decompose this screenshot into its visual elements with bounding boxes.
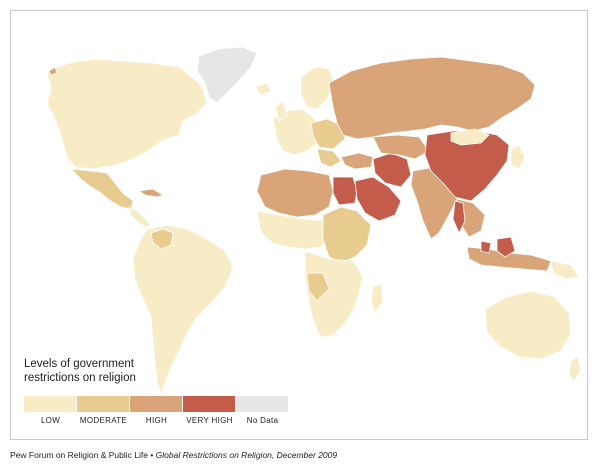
region-uk[interactable] — [274, 100, 288, 122]
region-borneo[interactable] — [496, 236, 516, 258]
region-iceland[interactable] — [254, 82, 272, 96]
source-credit: Pew Forum on Religion & Public Life • Gl… — [10, 450, 337, 460]
region-turkey[interactable] — [340, 152, 374, 170]
region-australia[interactable] — [484, 290, 572, 360]
region-new-zealand[interactable] — [568, 356, 582, 382]
legend-label-moderate: MODERATE — [79, 416, 128, 425]
region-angola[interactable] — [306, 272, 330, 302]
region-southern-africa[interactable] — [304, 250, 364, 338]
region-central-america[interactable] — [128, 206, 152, 228]
legend-label-very-high: VERY HIGH — [186, 416, 233, 425]
legend-label-low: LOW — [40, 416, 61, 425]
region-central-europe[interactable] — [310, 118, 346, 150]
legend-color-bar — [24, 396, 289, 412]
region-malaysia[interactable] — [480, 240, 492, 254]
source-report: Global Restrictions on Religion, Decembe… — [155, 450, 338, 460]
source-publisher: Pew Forum on Religion & Public Life • — [10, 450, 154, 460]
legend-title: Levels of government restrictions on rel… — [24, 357, 224, 385]
legend-swatch-low — [24, 396, 76, 412]
legend-swatch-high — [130, 396, 182, 412]
legend-swatch-no-data — [236, 396, 288, 412]
region-greenland[interactable] — [196, 46, 258, 104]
region-egypt[interactable] — [332, 176, 358, 206]
legend-labels: LOW MODERATE HIGH VERY HIGH No Data — [24, 416, 289, 425]
region-venezuela[interactable] — [150, 228, 174, 250]
region-cuba[interactable] — [138, 188, 164, 198]
region-russia[interactable] — [328, 56, 536, 140]
region-west-africa[interactable] — [256, 210, 332, 250]
region-scandinavia[interactable] — [300, 66, 336, 110]
region-arabia[interactable] — [354, 176, 402, 222]
region-madagascar[interactable] — [370, 282, 384, 314]
legend-title-line1: Levels of government — [24, 358, 134, 370]
region-south-america[interactable] — [132, 224, 234, 396]
legend-label-high: HIGH — [145, 416, 168, 425]
region-balkans[interactable] — [316, 148, 342, 168]
region-japan[interactable] — [510, 144, 526, 170]
legend-title-line2: restrictions on religion — [24, 372, 136, 384]
region-north-africa-west[interactable] — [256, 168, 334, 218]
world-map — [46, 46, 582, 396]
region-burma[interactable] — [452, 200, 466, 234]
region-alaska-islands[interactable] — [48, 66, 58, 76]
region-mexico[interactable] — [70, 168, 134, 210]
legend-label-no-data: No Data — [246, 416, 279, 425]
legend-swatch-very-high — [183, 396, 235, 412]
legend-swatch-moderate — [77, 396, 129, 412]
region-mongolia[interactable] — [450, 128, 490, 146]
region-central-east-africa[interactable] — [322, 206, 372, 264]
region-central-asia[interactable] — [372, 134, 430, 160]
region-papua[interactable] — [550, 260, 580, 280]
region-canada-usa[interactable] — [46, 58, 208, 170]
